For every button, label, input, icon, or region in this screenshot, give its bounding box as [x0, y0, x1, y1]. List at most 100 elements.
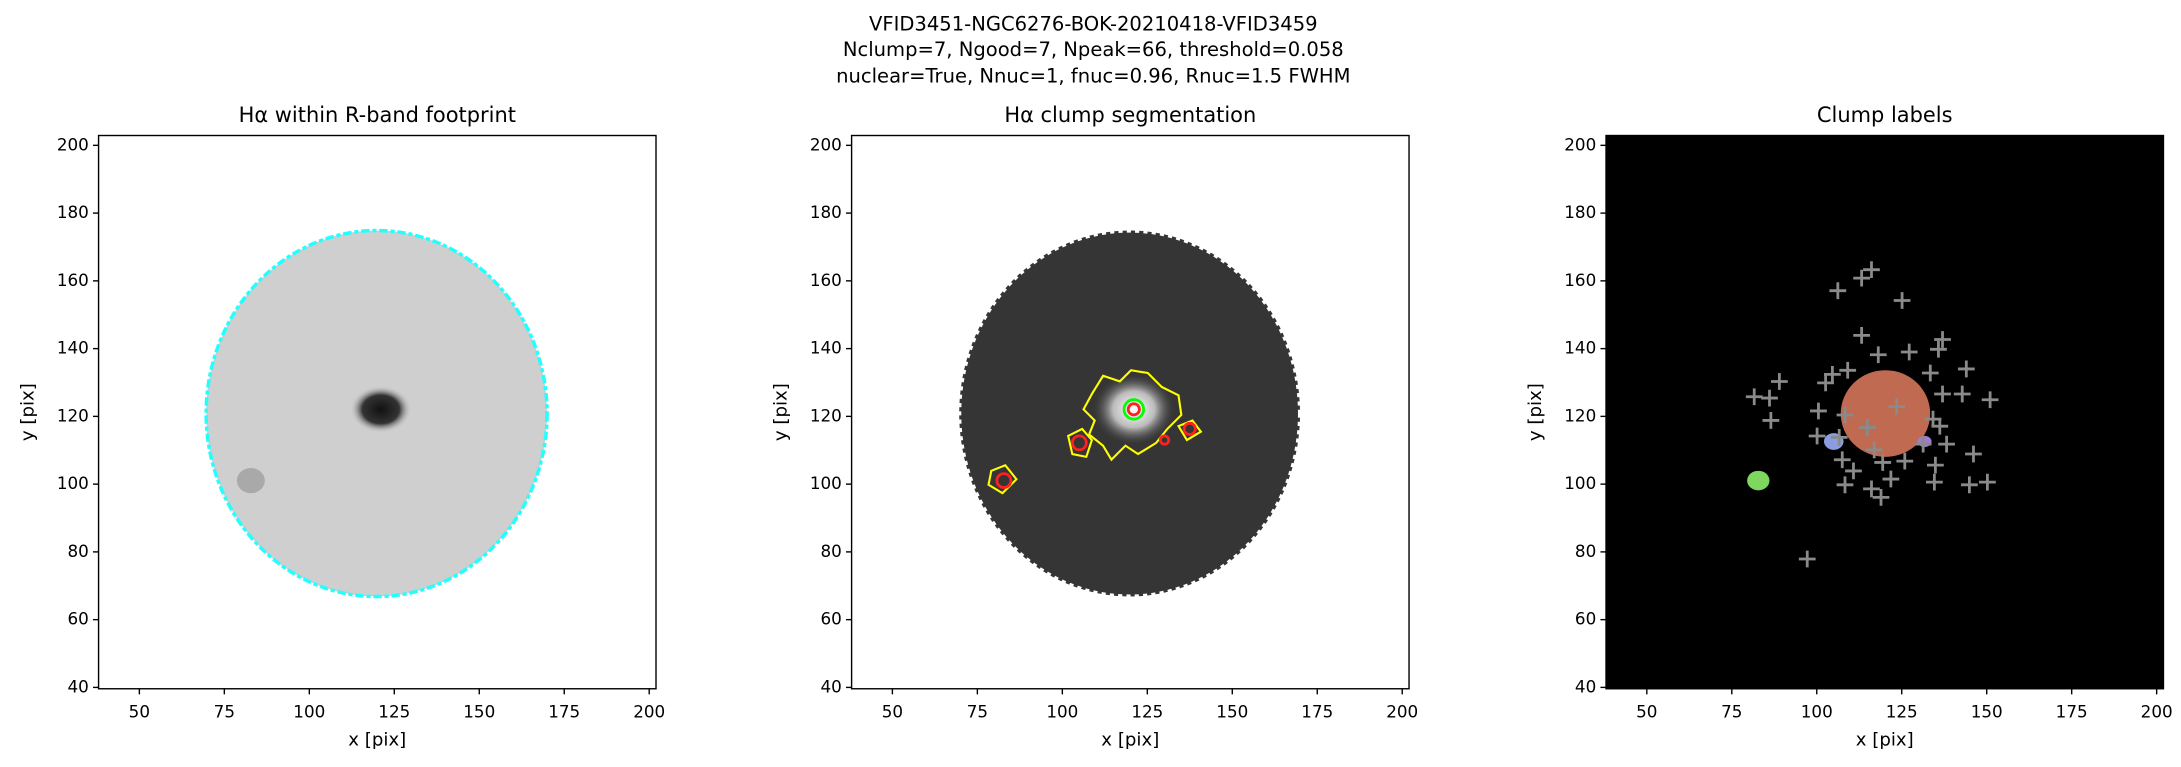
peak-marker: [1872, 488, 1890, 506]
x-tick-label: 125: [1131, 702, 1163, 722]
peak-marker: [1930, 340, 1947, 358]
x-tick-label: 125: [378, 702, 410, 722]
y-tick-label: 60: [820, 609, 841, 629]
y-tick-label: 100: [810, 473, 842, 493]
peak-marker: [1836, 476, 1854, 494]
peak-marker: [1863, 261, 1880, 279]
y-tick-label: 200: [1564, 134, 1596, 154]
x-tick-label: 175: [1301, 702, 1333, 722]
peak-marker: [1762, 412, 1780, 429]
nucleus-marker: [1126, 402, 1141, 417]
x-tick-label: 50: [129, 702, 150, 722]
peak-marker: [1839, 361, 1857, 379]
nucleus-marker: [1122, 398, 1145, 421]
axes-frame: [97, 134, 657, 690]
y-tick-label: 120: [57, 405, 89, 425]
nucleus: [350, 385, 412, 434]
x-tick-label: 100: [293, 702, 325, 722]
peak-marker: [1863, 480, 1880, 498]
peak-marker: [1953, 385, 1971, 403]
peak-marker: [1979, 473, 1996, 491]
axes-frame: [1605, 134, 2165, 690]
clump-label: [1840, 370, 1931, 457]
x-tick-label: 100: [1801, 702, 1833, 722]
peak-marker: [1808, 427, 1826, 445]
y-tick-label: 160: [1564, 270, 1596, 290]
clump-label: [1747, 470, 1770, 491]
peak-marker: [1965, 445, 1982, 463]
y-axis-label: y [pix]: [771, 383, 792, 441]
peak-marker: [1859, 419, 1876, 436]
peak-marker: [1888, 398, 1906, 415]
peak-marker: [1925, 473, 1943, 491]
peak-marker: [1914, 435, 1932, 453]
y-tick-label: 80: [67, 541, 88, 561]
peak-marker: [1845, 462, 1862, 480]
peak-marker: [1853, 269, 1871, 287]
peak-marker: [1921, 364, 1939, 382]
peak-marker: [1798, 550, 1816, 568]
peak-marker: [1836, 406, 1854, 424]
y-tick-label: 80: [820, 541, 841, 561]
peak-marker: [1865, 441, 1883, 459]
peak-marker: [1960, 476, 1978, 494]
y-tick-label: 160: [810, 270, 842, 290]
y-tick-label: 180: [810, 202, 842, 222]
y-tick-label: 60: [67, 609, 88, 629]
panel-title: Hα clump segmentation: [1004, 103, 1256, 127]
y-tick-label: 180: [57, 202, 89, 222]
x-tick-label: 50: [882, 702, 903, 722]
blob: [236, 468, 265, 494]
x-tick-label: 100: [1046, 702, 1078, 722]
y-tick-label: 200: [810, 134, 842, 154]
suptitle: VFID3451-NGC6276-BOK-20210418-VFID3459: [869, 13, 1318, 36]
peak-marker: [1833, 451, 1851, 469]
peak-marker: [1927, 456, 1944, 474]
contour: [1066, 427, 1094, 459]
x-tick-label: 50: [1636, 702, 1657, 722]
x-tick-label: 150: [1971, 702, 2003, 722]
x-tick-label: 150: [463, 702, 495, 722]
peak-marker: [1931, 417, 1949, 435]
peak-marker: [1829, 282, 1847, 300]
x-tick-label: 150: [1216, 702, 1248, 722]
peak-marker: [1957, 360, 1975, 378]
peak-marker: [1981, 391, 1999, 409]
y-tick-label: 60: [1575, 609, 1596, 629]
y-tick-label: 160: [57, 270, 89, 290]
x-tick-label: 200: [1386, 702, 1418, 722]
y-tick-label: 100: [57, 473, 89, 493]
y-tick-label: 40: [1575, 676, 1596, 696]
y-axis-label: y [pix]: [1525, 383, 1546, 441]
peak-marker: [1893, 292, 1911, 309]
y-tick-label: 200: [57, 134, 89, 154]
peak-marker: [1900, 343, 1918, 361]
y-tick-label: 40: [820, 676, 841, 696]
x-axis-label: x [pix]: [1856, 729, 1914, 750]
peak-marker: [1934, 331, 1951, 348]
suptitle: Nclump=7, Ngood=7, Npeak=66, threshold=0…: [843, 38, 1344, 61]
peak-marker: [1938, 435, 1955, 453]
peak-marker: [1874, 454, 1892, 471]
panel-title: Hα within R-band footprint: [239, 103, 516, 127]
panel: 50 75 100 125 150 175 200 40 60 80 100 120 140 160 180…: [771, 103, 1418, 750]
peak-marker: [1745, 388, 1763, 406]
clump: [1158, 434, 1171, 446]
y-tick-label: 140: [57, 338, 89, 358]
x-tick-label: 75: [967, 702, 988, 722]
peak-marker: [1824, 365, 1841, 383]
peak-marker: [1830, 428, 1848, 446]
y-tick-label: 120: [1564, 405, 1596, 425]
nucleus: [1091, 373, 1176, 446]
axes-frame: [850, 134, 1410, 690]
x-axis-label: x [pix]: [1101, 729, 1159, 750]
peak-marker: [1770, 373, 1788, 390]
x-axis-label: x [pix]: [348, 729, 406, 750]
x-tick-label: 200: [2141, 702, 2173, 722]
peak-marker: [1810, 402, 1827, 420]
peak-marker: [1934, 385, 1951, 403]
clump: [995, 472, 1013, 489]
y-tick-label: 140: [810, 338, 842, 358]
panel: 50 75 100 125 150 175 200 40 60 80 100 120 140 160 180…: [18, 103, 665, 750]
clump: [1070, 434, 1088, 452]
